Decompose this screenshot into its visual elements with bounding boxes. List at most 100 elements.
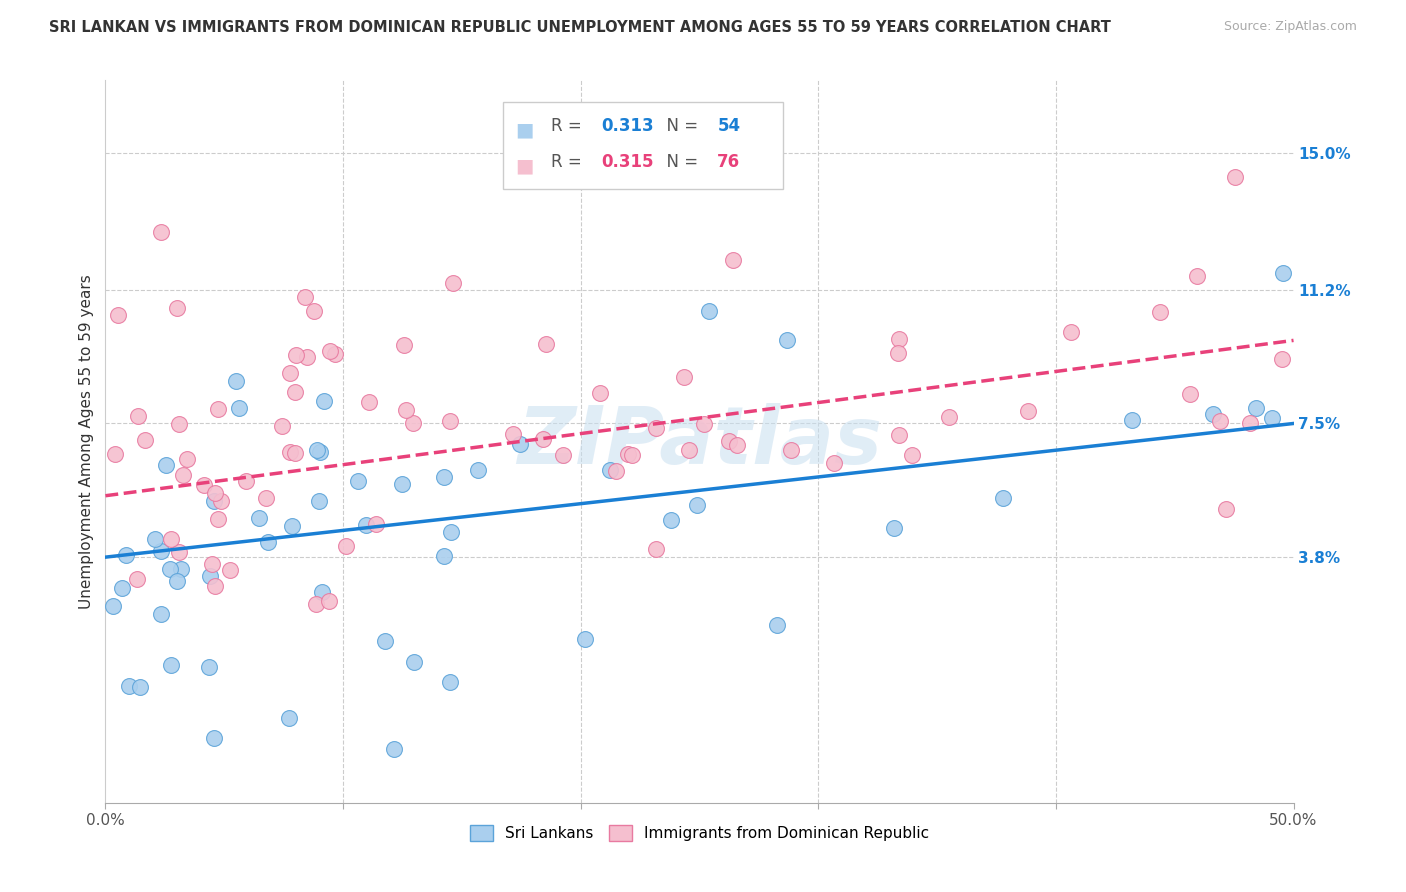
Point xyxy=(308,445,330,459)
Text: N =: N = xyxy=(655,153,703,171)
Point xyxy=(1017,404,1039,418)
Point xyxy=(502,427,524,442)
Point xyxy=(305,442,328,457)
Text: ■: ■ xyxy=(516,156,534,175)
Point xyxy=(228,401,250,415)
Point xyxy=(382,741,405,756)
Text: Source: ZipAtlas.com: Source: ZipAtlas.com xyxy=(1223,20,1357,33)
Point xyxy=(155,458,177,472)
Point xyxy=(1271,352,1294,367)
Point xyxy=(198,569,221,583)
Point xyxy=(395,402,418,417)
Point xyxy=(1244,401,1267,415)
Point xyxy=(1261,410,1284,425)
Point xyxy=(467,463,489,477)
Point xyxy=(115,548,138,562)
Point xyxy=(176,451,198,466)
Point xyxy=(284,446,307,460)
Point xyxy=(295,350,318,364)
Point xyxy=(433,469,456,483)
Point xyxy=(697,303,720,318)
Point xyxy=(765,618,787,632)
Point xyxy=(1149,305,1171,319)
Point xyxy=(235,474,257,488)
Point xyxy=(589,386,612,401)
Point xyxy=(725,438,748,452)
Point xyxy=(883,521,905,535)
Point xyxy=(402,416,425,430)
Point xyxy=(439,675,461,690)
Point xyxy=(277,711,299,725)
Point xyxy=(1185,269,1208,284)
Point xyxy=(723,252,745,267)
Point xyxy=(440,524,463,539)
Point xyxy=(391,476,413,491)
Text: ZIPatlas: ZIPatlas xyxy=(517,402,882,481)
Point xyxy=(193,478,215,492)
Text: 54: 54 xyxy=(717,117,741,135)
Point xyxy=(617,447,640,461)
Point xyxy=(887,332,910,346)
Point xyxy=(150,225,173,239)
Text: R =: R = xyxy=(551,117,586,135)
Point xyxy=(887,346,910,360)
Point xyxy=(1060,325,1083,339)
Point xyxy=(127,409,149,423)
Point xyxy=(284,384,307,399)
Point xyxy=(160,532,183,546)
Point xyxy=(901,448,924,462)
Text: ■: ■ xyxy=(516,120,534,139)
Point xyxy=(531,432,554,446)
Point xyxy=(166,301,188,315)
Y-axis label: Unemployment Among Ages 55 to 59 years: Unemployment Among Ages 55 to 59 years xyxy=(79,274,94,609)
Point xyxy=(257,535,280,549)
Point xyxy=(294,290,316,304)
Point xyxy=(605,465,627,479)
Point xyxy=(247,511,270,525)
Point xyxy=(129,680,152,694)
Point xyxy=(356,518,378,533)
Point xyxy=(254,491,277,505)
Point xyxy=(209,493,232,508)
Point xyxy=(159,562,181,576)
Point xyxy=(645,421,668,435)
Point xyxy=(198,660,221,674)
Point xyxy=(776,333,799,347)
Point xyxy=(1271,266,1294,280)
Point xyxy=(620,448,643,462)
Point xyxy=(645,542,668,557)
Point xyxy=(311,584,333,599)
Point xyxy=(270,418,292,433)
Point xyxy=(441,276,464,290)
Point xyxy=(1202,407,1225,421)
Point xyxy=(278,366,301,380)
Point xyxy=(207,511,229,525)
Point xyxy=(167,417,190,431)
Point xyxy=(439,414,461,428)
Point xyxy=(172,468,194,483)
Point xyxy=(599,463,621,477)
Point xyxy=(887,428,910,442)
Point xyxy=(302,304,325,318)
Point xyxy=(433,549,456,563)
Point xyxy=(101,599,124,613)
Point xyxy=(1209,414,1232,428)
Point xyxy=(823,456,845,470)
Point xyxy=(1121,413,1143,427)
Point xyxy=(1223,170,1246,185)
Point xyxy=(346,474,368,488)
Point xyxy=(392,337,415,351)
Point xyxy=(111,582,134,596)
Point xyxy=(672,370,695,384)
Point xyxy=(312,394,335,409)
Point xyxy=(991,491,1014,505)
Point xyxy=(319,344,342,359)
Point xyxy=(150,607,173,621)
Point xyxy=(686,498,709,512)
Text: N =: N = xyxy=(655,117,703,135)
Point xyxy=(207,402,229,417)
Point xyxy=(284,348,307,362)
Point xyxy=(509,436,531,450)
Point xyxy=(678,443,700,458)
Point xyxy=(779,443,801,458)
